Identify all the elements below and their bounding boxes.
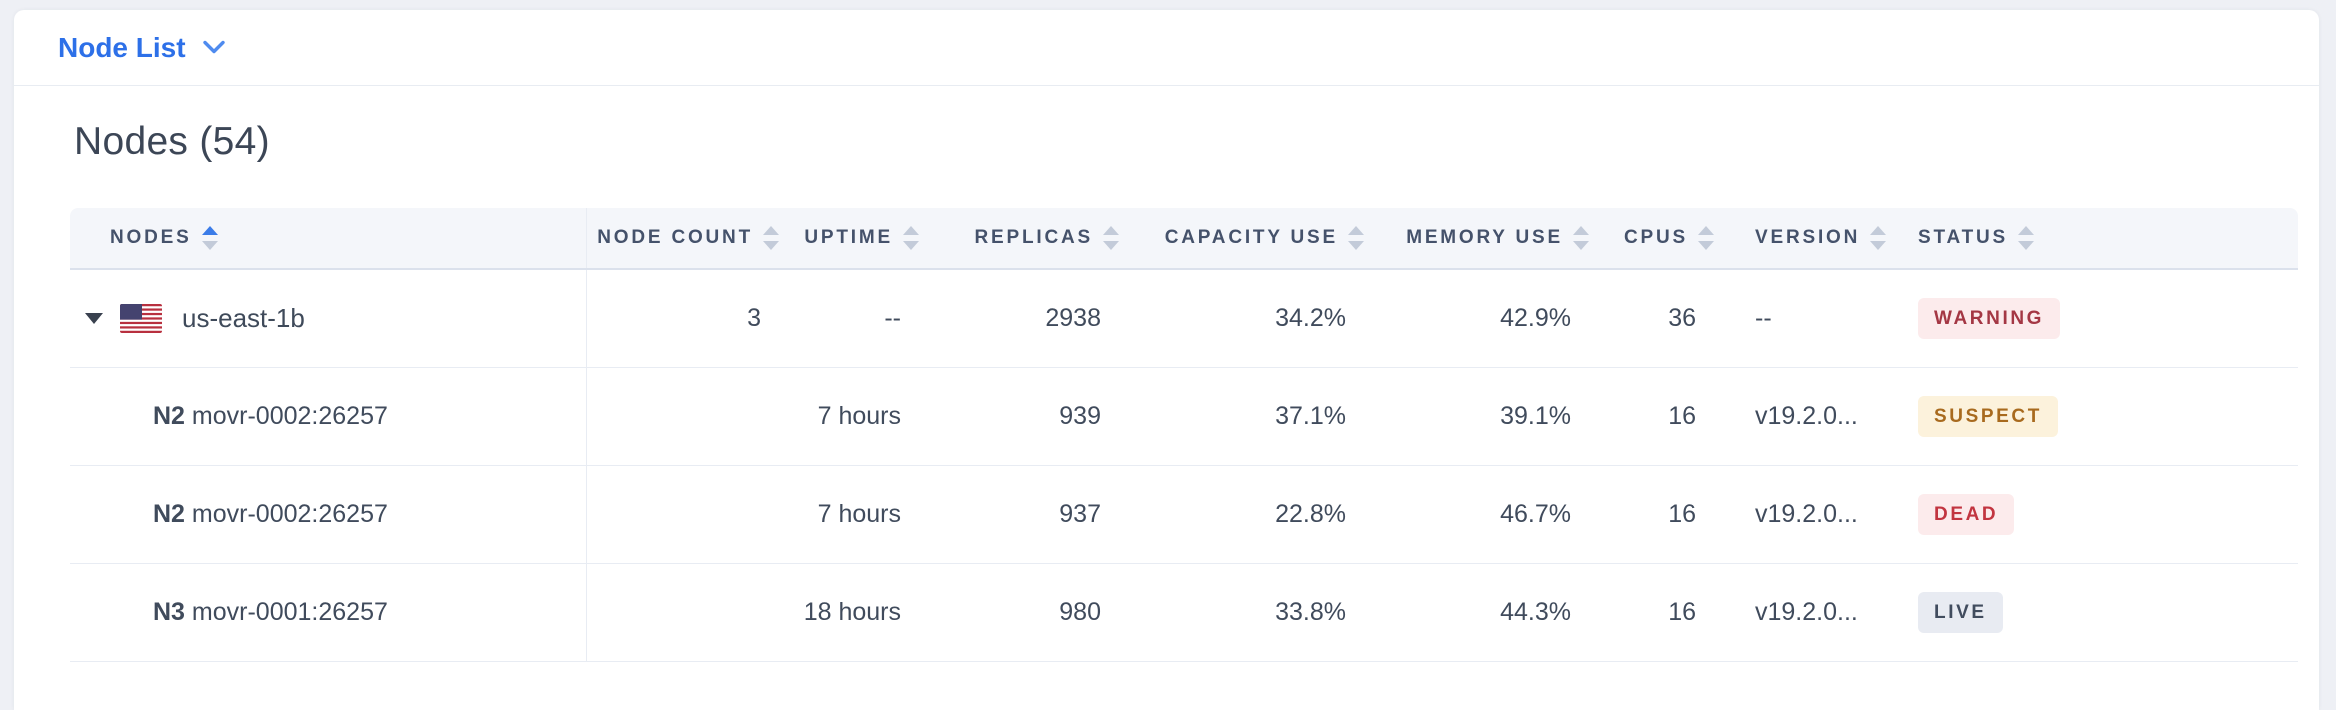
nodes-cell: N3 movr-0001:26257 [70,564,587,661]
column-header-status[interactable]: STATUS [1890,208,2298,268]
replicas-cell: 2938 [1045,304,1101,332]
view-selector-bar: Node List [14,10,2319,86]
column-header-uptime[interactable]: UPTIME [804,208,945,268]
sort-icon [2017,226,2034,250]
replicas-cell: 939 [1059,402,1101,430]
replicas-cell: 937 [1059,500,1101,528]
memory-cell: 44.3% [1500,598,1571,626]
status-badge: SUSPECT [1918,396,2058,437]
column-label-nodes: NODES [110,227,192,248]
table-body: us-east-1b 3 -- 2938 34.2% 42.9% 36 -- WARNING N2… [70,270,2298,662]
sort-icon [903,226,919,250]
node_count-cell [587,466,805,563]
version-cell: -- [1755,304,1772,332]
status-cell: WARNING [1890,270,2298,367]
status-badge: DEAD [1918,494,2015,535]
sort-icon [201,226,218,250]
capacity-cell: 34.2% [1275,304,1346,332]
status-cell: SUSPECT [1890,368,2298,465]
column-label-uptime: UPTIME [804,227,893,248]
node_count-cell [587,368,805,465]
table-row[interactable]: N2 movr-0002:26257 7 hours 937 22.8% 46.7% 16… [70,466,2298,564]
table-row[interactable]: N3 movr-0001:26257 18 hours 980 33.8% 44.3% 1… [70,564,2298,662]
capacity-cell: 37.1% [1275,402,1346,430]
column-header-cpus[interactable]: CPUS [1615,208,1740,268]
memory-cell: 42.9% [1500,304,1571,332]
column-label-replicas: REPLICAS [974,227,1093,248]
version-cell: v19.2.0... [1755,598,1858,626]
column-header-node_count[interactable]: NODE COUNT [587,208,805,268]
capacity-cell: 22.8% [1275,500,1346,528]
column-label-capacity: CAPACITY USE [1164,227,1338,248]
table-row[interactable]: N2 movr-0002:26257 7 hours 939 37.1% 39.1% 16… [70,368,2298,466]
sort-icon [1870,226,1887,250]
status-cell: LIVE [1890,564,2298,661]
sort-icon [1348,226,1364,250]
capacity-cell: 33.8% [1275,598,1346,626]
version-cell: v19.2.0... [1755,402,1858,430]
view-selector-label: Node List [58,31,186,63]
uptime-cell: 18 hours [803,598,901,626]
column-header-memory[interactable]: MEMORY USE [1390,208,1615,268]
column-header-version[interactable]: VERSION [1740,208,1890,268]
node-list-card: Node List Nodes (54) NODES NODE COUNT UPTI… [14,10,2319,710]
column-header-capacity[interactable]: CAPACITY USE [1145,208,1390,268]
uptime-cell: -- [884,304,901,332]
replicas-cell: 980 [1059,598,1101,626]
chevron-down-icon [202,40,225,54]
expand-caret-icon[interactable] [84,312,104,325]
column-label-cpus: CPUS [1624,227,1688,248]
version-cell: v19.2.0... [1755,500,1858,528]
view-selector-dropdown[interactable]: Node List [58,32,226,64]
region-name: us-east-1b [182,303,305,333]
table-header-row: NODES NODE COUNT UPTIME REPLICAS CAPACITY US… [70,208,2298,270]
node-name-link[interactable]: N2 movr-0002:26257 [153,402,388,430]
column-header-nodes[interactable]: NODES [70,208,587,268]
us-flag-icon [120,304,162,333]
status-badge: WARNING [1918,298,2061,339]
cpus-cell: 16 [1668,598,1696,626]
column-label-status: STATUS [1918,227,2008,248]
status-cell: DEAD [1890,466,2298,563]
column-header-replicas[interactable]: REPLICAS [945,208,1145,268]
column-label-version: VERSION [1755,227,1861,248]
sort-icon [1573,226,1589,250]
memory-cell: 39.1% [1500,402,1571,430]
node-name-link[interactable]: N3 movr-0001:26257 [153,598,388,626]
cpus-cell: 16 [1668,500,1696,528]
nodes-table: NODES NODE COUNT UPTIME REPLICAS CAPACITY US… [70,208,2298,662]
column-label-memory: MEMORY USE [1406,227,1563,248]
node_count-cell: 3 [747,304,761,332]
nodes-cell: N2 movr-0002:26257 [70,466,587,563]
node-name-link[interactable]: N2 movr-0002:26257 [153,500,388,528]
nodes-cell: N2 movr-0002:26257 [70,368,587,465]
uptime-cell: 7 hours [817,402,901,430]
status-badge: LIVE [1918,592,2003,633]
sort-icon [763,226,779,250]
cpus-cell: 36 [1668,304,1696,332]
column-label-node_count: NODE COUNT [597,227,753,248]
page-content: Nodes (54) NODES NODE COUNT UPTIME REPLICAS… [14,86,2319,662]
nodes-cell: us-east-1b [70,270,587,367]
node_count-cell [587,564,805,661]
cpus-cell: 16 [1668,402,1696,430]
sort-icon [1103,226,1119,250]
uptime-cell: 7 hours [817,500,901,528]
sort-icon [1698,226,1714,250]
table-row[interactable]: us-east-1b 3 -- 2938 34.2% 42.9% 36 -- WARNING [70,270,2298,368]
page-title: Nodes (54) [74,120,270,163]
memory-cell: 46.7% [1500,500,1571,528]
